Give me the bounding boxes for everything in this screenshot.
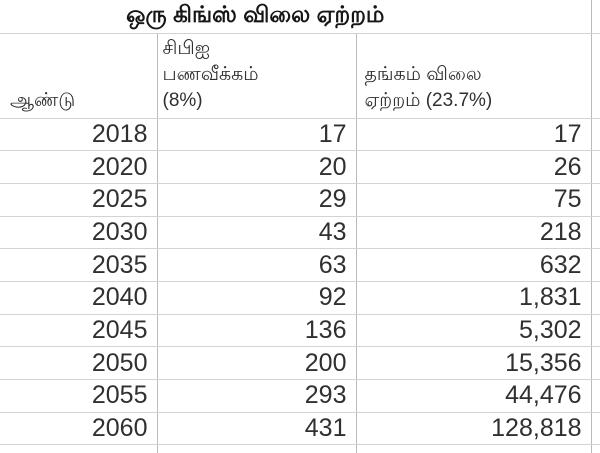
empty-cell bbox=[590, 412, 600, 446]
gold-cell: 1,831 bbox=[355, 281, 592, 315]
gold-cell: 632 bbox=[355, 248, 592, 282]
empty-cell bbox=[590, 346, 600, 380]
empty-cell bbox=[590, 150, 600, 184]
empty-cell bbox=[590, 379, 600, 413]
year-cell: 2025 bbox=[0, 183, 157, 217]
empty-cell bbox=[590, 248, 600, 282]
gold-cell: 5,302 bbox=[355, 314, 592, 348]
table-row: 2045 136 5,302 bbox=[0, 314, 600, 348]
table-row: 2018 17 17 bbox=[0, 118, 600, 152]
gold-cell: 17 bbox=[355, 118, 592, 152]
table-row: 2060 431 128,818 bbox=[0, 412, 600, 446]
cpi-cell: 92 bbox=[156, 281, 356, 315]
gold-cell: 218 bbox=[355, 216, 592, 250]
year-cell: 2018 bbox=[0, 118, 157, 152]
table-row: 2055 293 44,476 bbox=[0, 379, 600, 413]
page-title: ஒரு கிங்ஸ் விலை ஏற்றம் bbox=[0, 0, 592, 34]
cpi-cell: 431 bbox=[156, 412, 356, 446]
empty-cell bbox=[590, 33, 600, 119]
partial-row bbox=[0, 444, 600, 453]
title-row: ஒரு கிங்ஸ் விலை ஏற்றம் bbox=[0, 0, 600, 34]
empty-cell bbox=[590, 183, 600, 217]
empty-cell bbox=[590, 216, 600, 250]
gold-cell: 75 bbox=[355, 183, 592, 217]
empty-cell bbox=[590, 444, 600, 453]
table-row: 2025 29 75 bbox=[0, 183, 600, 217]
year-cell: 2060 bbox=[0, 412, 157, 446]
year-column-header: ஆண்டு bbox=[0, 33, 157, 119]
header-row: ஆண்டு சிபிஐ பணவீக்கம் (8%) தங்கம் விலை ஏ… bbox=[0, 33, 600, 119]
table-row: 2040 92 1,831 bbox=[0, 281, 600, 315]
gold-cell: 15,356 bbox=[355, 346, 592, 380]
table-row: 2050 200 15,356 bbox=[0, 346, 600, 380]
empty-cell bbox=[590, 0, 600, 34]
year-cell: 2030 bbox=[0, 216, 157, 250]
cpi-cell: 63 bbox=[156, 248, 356, 282]
gold-cell: 128,818 bbox=[355, 412, 592, 446]
year-cell: 2050 bbox=[0, 346, 157, 380]
year-cell: 2020 bbox=[0, 150, 157, 184]
year-cell: 2035 bbox=[0, 248, 157, 282]
table-row: 2030 43 218 bbox=[0, 216, 600, 250]
cpi-cell: 200 bbox=[156, 346, 356, 380]
cpi-cell: 136 bbox=[156, 314, 356, 348]
cpi-cell: 17 bbox=[156, 118, 356, 152]
year-cell: 2040 bbox=[0, 281, 157, 315]
empty-cell bbox=[590, 118, 600, 152]
cpi-cell: 29 bbox=[156, 183, 356, 217]
empty-cell bbox=[590, 314, 600, 348]
empty-cell bbox=[590, 281, 600, 315]
year-cell: 2055 bbox=[0, 379, 157, 413]
cpi-cell: 20 bbox=[156, 150, 356, 184]
cpi-cell: 293 bbox=[156, 379, 356, 413]
cpi-column-header: சிபிஐ பணவீக்கம் (8%) bbox=[156, 33, 356, 119]
empty-cell bbox=[156, 444, 356, 453]
gold-cell: 44,476 bbox=[355, 379, 592, 413]
gold-column-header: தங்கம் விலை ஏற்றம் (23.7%) bbox=[355, 33, 592, 119]
empty-cell bbox=[355, 444, 592, 453]
gold-cell: 26 bbox=[355, 150, 592, 184]
empty-cell bbox=[0, 444, 157, 453]
cpi-cell: 43 bbox=[156, 216, 356, 250]
table-row: 2020 20 26 bbox=[0, 150, 600, 184]
table-row: 2035 63 632 bbox=[0, 248, 600, 282]
year-cell: 2045 bbox=[0, 314, 157, 348]
